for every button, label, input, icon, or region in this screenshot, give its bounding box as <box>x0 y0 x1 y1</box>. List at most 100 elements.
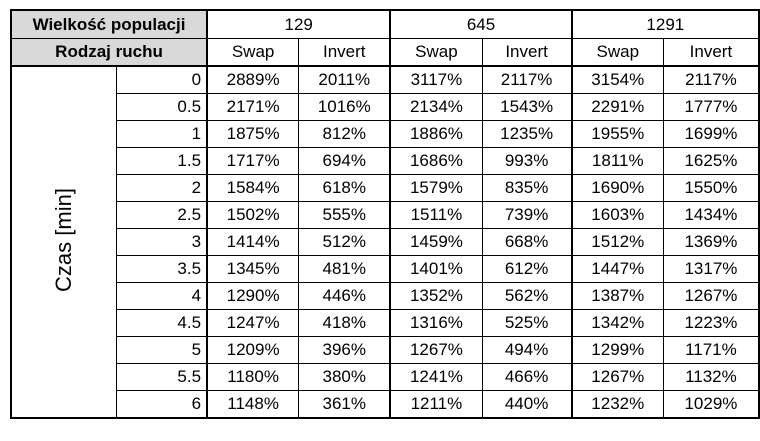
table-row: 2 1584% 618% 1579% 835% 1690% 1550% <box>11 174 760 202</box>
value-cell: 1267% <box>389 336 483 364</box>
time-axis-cell: Czas [min] <box>9 65 117 419</box>
value-cell: 1211% <box>389 390 483 419</box>
value-cell: 694% <box>298 147 391 175</box>
time-value: 5.5 <box>115 363 208 391</box>
value-cell: 361% <box>298 390 391 419</box>
value-cell: 2171% <box>206 93 300 121</box>
value-cell: 1016% <box>298 93 391 121</box>
table-row: 5.5 1180% 380% 1241% 466% 1267% 1132% <box>11 363 760 391</box>
value-cell: 2117% <box>481 65 573 94</box>
value-cell: 525% <box>481 309 573 337</box>
value-cell: 1811% <box>570 147 664 175</box>
value-cell: 1299% <box>570 336 664 364</box>
value-cell: 1886% <box>389 120 483 148</box>
time-value: 1.5 <box>115 147 208 175</box>
value-cell: 1180% <box>206 363 300 391</box>
value-cell: 1316% <box>389 309 483 337</box>
table-row: 1.5 1717% 694% 1686% 993% 1811% 1625% <box>11 147 760 175</box>
time-value: 4 <box>115 282 208 310</box>
value-cell: 418% <box>298 309 391 337</box>
value-cell: 1352% <box>389 282 483 310</box>
value-cell: 1447% <box>570 255 664 283</box>
value-cell: 1690% <box>570 174 664 202</box>
value-cell: 555% <box>298 201 391 229</box>
move-type-swap: Swap <box>206 38 300 67</box>
value-cell: 1241% <box>389 363 483 391</box>
value-cell: 494% <box>481 336 573 364</box>
value-cell: 512% <box>298 228 391 256</box>
time-value: 0.5 <box>115 93 208 121</box>
table-row: Czas [min] 0 2889% 2011% 3117% 2117% 3154% 2117… <box>9 65 760 419</box>
time-value: 1 <box>115 120 208 148</box>
value-cell: 1459% <box>389 228 483 256</box>
value-cell: 1223% <box>662 309 760 337</box>
table-body: Wielkość populacji 129 645 1291 Rodzaj r… <box>9 9 760 419</box>
table-row: 4.5 1247% 418% 1316% 525% 1342% 1223% <box>11 309 760 337</box>
value-cell: 1584% <box>206 174 300 202</box>
table-row: 2.5 1502% 555% 1511% 739% 1603% 1434% <box>11 201 760 229</box>
value-cell: 1686% <box>389 147 483 175</box>
table-row: 3.5 1345% 481% 1401% 612% 1447% 1317% <box>11 255 760 283</box>
value-cell: 3154% <box>570 65 664 94</box>
value-cell: 1247% <box>206 309 300 337</box>
value-cell: 1369% <box>662 228 760 256</box>
value-cell: 380% <box>298 363 391 391</box>
value-cell: 812% <box>298 120 391 148</box>
value-cell: 2117% <box>662 65 760 94</box>
value-cell: 2889% <box>206 65 300 94</box>
value-cell: 668% <box>481 228 573 256</box>
value-cell: 2134% <box>389 93 483 121</box>
time-value: 3.5 <box>115 255 208 283</box>
value-cell: 1232% <box>570 390 664 419</box>
value-cell: 1317% <box>662 255 760 283</box>
value-cell: 1387% <box>570 282 664 310</box>
value-cell: 1717% <box>206 147 300 175</box>
value-cell: 1875% <box>206 120 300 148</box>
value-cell: 1267% <box>570 363 664 391</box>
value-cell: 1414% <box>206 228 300 256</box>
value-cell: 1512% <box>570 228 664 256</box>
value-cell: 1502% <box>206 201 300 229</box>
table-row: 6 1148% 361% 1211% 440% 1232% 1029% <box>11 390 760 419</box>
table-row: 3 1414% 512% 1459% 668% 1512% 1369% <box>11 228 760 256</box>
table-row: 0.5 2171% 1016% 2134% 1543% 2291% 1777% <box>11 93 760 121</box>
value-cell: 739% <box>481 201 573 229</box>
time-value: 0 <box>115 65 208 94</box>
population-size-header: Wielkość populacji <box>9 9 208 39</box>
table-row: 4 1290% 446% 1352% 562% 1387% 1267% <box>11 282 760 310</box>
value-cell: 466% <box>481 363 573 391</box>
value-cell: 612% <box>481 255 573 283</box>
move-type-invert: Invert <box>298 38 391 67</box>
time-value: 5 <box>115 336 208 364</box>
population-header-1291: 1291 <box>570 9 760 39</box>
value-cell: 396% <box>298 336 391 364</box>
value-cell: 1029% <box>662 390 760 419</box>
table-row: 1 1875% 812% 1886% 1235% 1955% 1699% <box>11 120 760 148</box>
time-value: 2.5 <box>115 201 208 229</box>
value-cell: 835% <box>481 174 573 202</box>
value-cell: 1543% <box>481 93 573 121</box>
table-row: 5 1209% 396% 1267% 494% 1299% 1171% <box>11 336 760 364</box>
move-type-swap: Swap <box>570 38 664 67</box>
value-cell: 1777% <box>662 93 760 121</box>
value-cell: 481% <box>298 255 391 283</box>
time-value: 4.5 <box>115 309 208 337</box>
move-type-invert: Invert <box>481 38 573 67</box>
value-cell: 1579% <box>389 174 483 202</box>
value-cell: 440% <box>481 390 573 419</box>
value-cell: 618% <box>298 174 391 202</box>
results-table: Wielkość populacji 129 645 1291 Rodzaj r… <box>9 9 760 419</box>
value-cell: 2291% <box>570 93 664 121</box>
value-cell: 1511% <box>389 201 483 229</box>
time-axis-label: Czas [min] <box>50 188 76 292</box>
move-type-header: Rodzaj ruchu <box>9 38 208 67</box>
value-cell: 3117% <box>389 65 483 94</box>
value-cell: 1699% <box>662 120 760 148</box>
value-cell: 1148% <box>206 390 300 419</box>
value-cell: 1209% <box>206 336 300 364</box>
value-cell: 446% <box>298 282 391 310</box>
value-cell: 2011% <box>298 65 391 94</box>
population-header-645: 645 <box>389 9 573 39</box>
value-cell: 1603% <box>570 201 664 229</box>
move-type-swap: Swap <box>389 38 483 67</box>
